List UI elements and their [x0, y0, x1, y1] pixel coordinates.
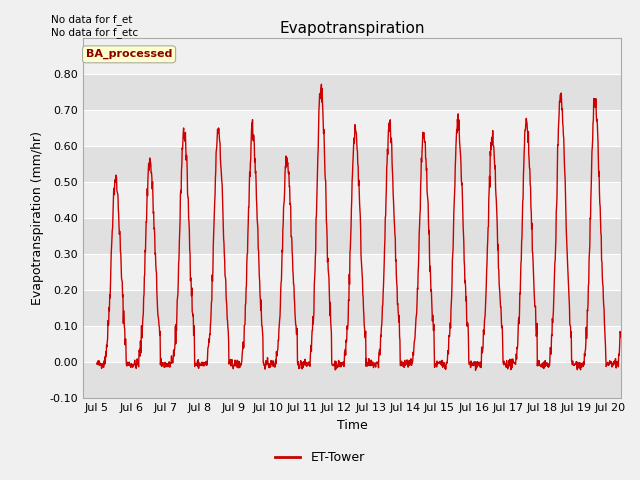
Bar: [83, 146, 621, 182]
Y-axis label: Evapotranspiration (mm/hr): Evapotranspiration (mm/hr): [31, 132, 44, 305]
Text: BA_processed: BA_processed: [86, 49, 172, 60]
X-axis label: Time: Time: [337, 419, 367, 432]
Legend: ET-Tower: ET-Tower: [270, 446, 370, 469]
Bar: [83, 218, 621, 254]
Bar: [83, 74, 621, 110]
Text: No data for f_et
No data for f_etc: No data for f_et No data for f_etc: [51, 14, 138, 38]
Bar: [83, 290, 621, 326]
Title: Evapotranspiration: Evapotranspiration: [279, 21, 425, 36]
Bar: [83, 362, 621, 398]
